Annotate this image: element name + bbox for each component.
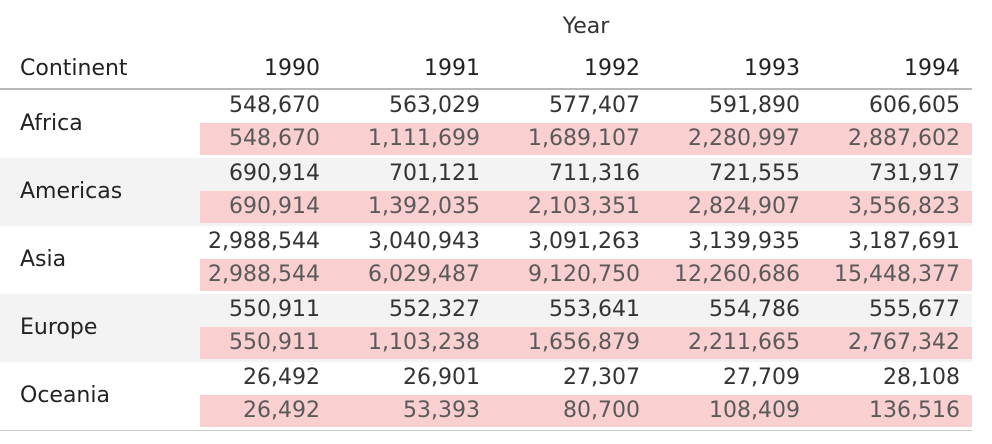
running-total-cell-1990: 548,670 — [229, 126, 320, 151]
value-row: 2,988,544 3,040,943 3,091,263 3,139,935 3,18… — [200, 226, 972, 258]
value-cell-1990: 2,988,544 — [208, 229, 320, 254]
year-header-1993: 1993 — [744, 56, 800, 81]
running-total-cell-1992: 2,103,351 — [528, 194, 640, 219]
value-cell-1991: 552,327 — [389, 297, 480, 322]
value-cell-1991: 26,901 — [403, 365, 480, 390]
value-cell-1994: 3,187,691 — [848, 229, 960, 254]
value-cell-1992: 553,641 — [549, 297, 640, 322]
running-total-row: 548,670 1,111,699 1,689,107 2,280,997 2,887,… — [200, 123, 972, 155]
running-total-cell-1990: 550,911 — [229, 330, 320, 355]
continent-group-africa: Africa 548,670 563,029 577,407 591,890 606,60… — [0, 90, 972, 158]
value-cell-1991: 3,040,943 — [368, 229, 480, 254]
value-cell-1994: 731,917 — [869, 161, 960, 186]
running-total-cell-1990: 690,914 — [229, 194, 320, 219]
running-total-cell-1993: 2,280,997 — [688, 126, 800, 151]
running-total-cell-1994: 15,448,377 — [834, 262, 960, 287]
value-row: 690,914 701,121 711,316 721,555 731,917 — [200, 158, 972, 190]
value-cell-1992: 711,316 — [549, 161, 640, 186]
value-row: 26,492 26,901 27,307 27,709 28,108 — [200, 362, 972, 394]
running-total-row: 690,914 1,392,035 2,103,351 2,824,907 3,556,… — [200, 191, 972, 223]
running-total-cell-1991: 6,029,487 — [368, 262, 480, 287]
running-total-row: 26,492 53,393 80,700 108,409 136,516 — [200, 395, 972, 427]
running-total-row: 2,988,544 6,029,487 9,120,750 12,260,686 15,… — [200, 259, 972, 291]
continent-group-oceania: Oceania 26,492 26,901 27,307 27,709 28,108 26,… — [0, 362, 972, 430]
running-total-cell-1993: 12,260,686 — [674, 262, 800, 287]
running-total-cell-1992: 9,120,750 — [528, 262, 640, 287]
data-table: Africa 548,670 563,029 577,407 591,890 606,60… — [0, 90, 972, 430]
value-cell-1991: 701,121 — [389, 161, 480, 186]
value-cell-1990: 550,911 — [229, 297, 320, 322]
value-row: 550,911 552,327 553,641 554,786 555,677 — [200, 294, 972, 326]
column-header-row: Continent 1990 1991 1992 1993 1994 — [0, 52, 972, 86]
value-cell-1994: 555,677 — [869, 297, 960, 322]
year-headers: 1990 1991 1992 1993 1994 — [0, 52, 972, 86]
value-cell-1994: 606,605 — [869, 93, 960, 118]
running-total-cell-1993: 108,409 — [709, 398, 800, 423]
running-total-cell-1991: 1,392,035 — [368, 194, 480, 219]
running-total-cell-1991: 1,111,699 — [368, 126, 480, 151]
continent-group-europe: Europe 550,911 552,327 553,641 554,786 555,67… — [0, 294, 972, 362]
running-total-cell-1992: 1,689,107 — [528, 126, 640, 151]
continent-label: Oceania — [20, 383, 110, 408]
value-cell-1994: 28,108 — [883, 365, 960, 390]
row-header-title: Continent — [20, 56, 128, 81]
running-total-cell-1994: 136,516 — [869, 398, 960, 423]
running-total-cell-1994: 2,887,602 — [848, 126, 960, 151]
value-cell-1993: 721,555 — [709, 161, 800, 186]
running-total-cell-1992: 80,700 — [563, 398, 640, 423]
year-header-1994: 1994 — [904, 56, 960, 81]
continent-label: Europe — [20, 315, 98, 340]
value-cell-1991: 563,029 — [389, 93, 480, 118]
running-total-cell-1992: 1,656,879 — [528, 330, 640, 355]
year-header-1992: 1992 — [584, 56, 640, 81]
column-header-title: Year — [562, 14, 610, 39]
running-total-cell-1994: 3,556,823 — [848, 194, 960, 219]
value-cell-1993: 554,786 — [709, 297, 800, 322]
year-header-1991: 1991 — [424, 56, 480, 81]
value-cell-1990: 26,492 — [243, 365, 320, 390]
running-total-cell-1990: 2,988,544 — [208, 262, 320, 287]
running-total-cell-1993: 2,824,907 — [688, 194, 800, 219]
header-divider — [0, 88, 972, 90]
continent-group-asia: Asia 2,988,544 3,040,943 3,091,263 3,139,935… — [0, 226, 972, 294]
running-total-cell-1990: 26,492 — [243, 398, 320, 423]
continent-label: Asia — [20, 247, 67, 272]
continent-label: Africa — [20, 111, 83, 136]
value-cell-1992: 27,307 — [563, 365, 640, 390]
continent-label: Americas — [20, 179, 123, 204]
continent-group-americas: Americas 690,914 701,121 711,316 721,555 731,… — [0, 158, 972, 226]
value-cell-1990: 690,914 — [229, 161, 320, 186]
running-total-cell-1994: 2,767,342 — [848, 330, 960, 355]
value-row: 548,670 563,029 577,407 591,890 606,605 — [200, 90, 972, 122]
value-cell-1993: 27,709 — [723, 365, 800, 390]
value-cell-1990: 548,670 — [229, 93, 320, 118]
value-cell-1992: 577,407 — [549, 93, 640, 118]
running-total-cell-1991: 1,103,238 — [368, 330, 480, 355]
running-total-cell-1993: 2,211,665 — [688, 330, 800, 355]
running-total-row: 550,911 1,103,238 1,656,879 2,211,665 2,767,… — [200, 327, 972, 359]
value-cell-1992: 3,091,263 — [528, 229, 640, 254]
value-cell-1993: 591,890 — [709, 93, 800, 118]
year-header-1990: 1990 — [264, 56, 320, 81]
value-cell-1993: 3,139,935 — [688, 229, 800, 254]
bottom-divider — [0, 430, 972, 431]
running-total-cell-1991: 53,393 — [403, 398, 480, 423]
